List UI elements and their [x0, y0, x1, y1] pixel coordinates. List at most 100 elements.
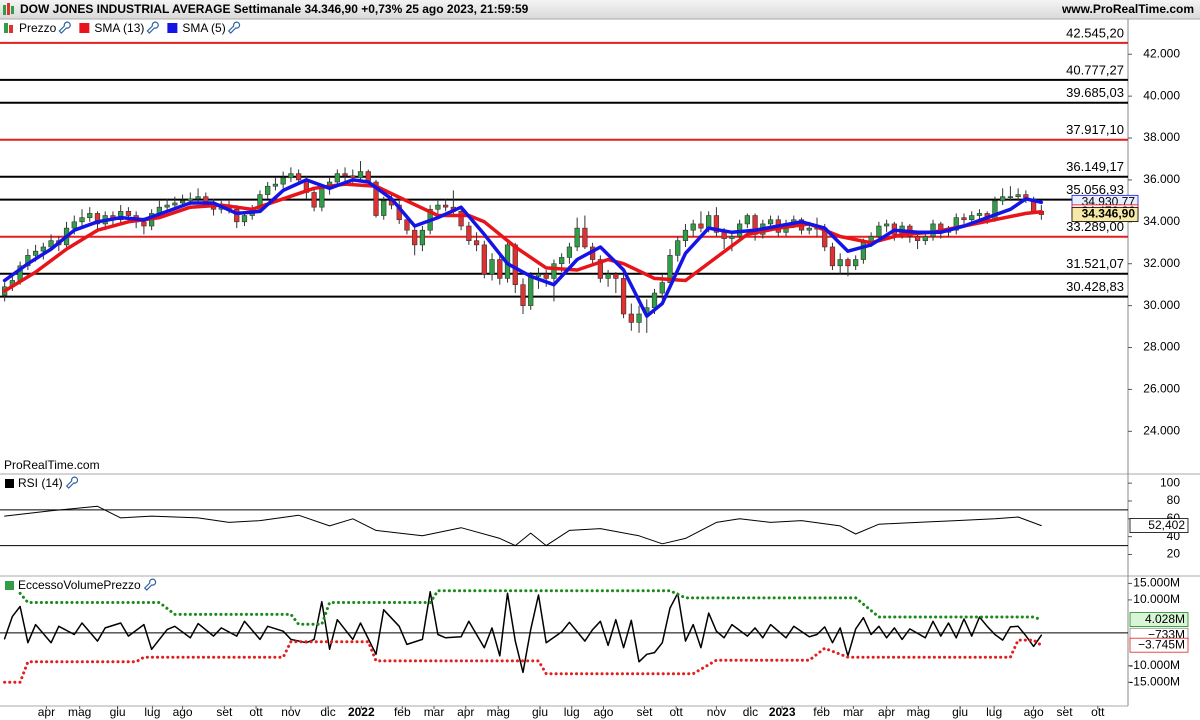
candle-body — [1007, 196, 1014, 198]
candle-body — [373, 181, 379, 216]
candle-body — [489, 259, 495, 275]
band-line — [3, 638, 1043, 684]
candle-body — [357, 171, 364, 179]
candle-body — [706, 215, 712, 229]
legend-icon — [4, 23, 8, 33]
candle-body — [512, 244, 518, 285]
x-tick-label: apr — [878, 705, 895, 719]
value-tag — [1129, 612, 1189, 627]
x-tick-label: mag — [907, 705, 930, 719]
panel-title: RSI (14) — [18, 476, 63, 490]
x-tick-label: set — [636, 705, 653, 719]
band-line — [18, 589, 1043, 626]
candle-body — [118, 211, 124, 221]
candle-body — [311, 192, 317, 208]
candle-body — [914, 236, 921, 241]
candle-body — [659, 282, 665, 294]
x-tick-label: ago — [173, 705, 193, 719]
candle-body — [125, 211, 132, 216]
panel-icon — [5, 479, 14, 488]
settings-icon[interactable] — [143, 578, 157, 591]
candle-body — [179, 200, 186, 204]
settings-icon[interactable] — [146, 21, 159, 34]
candle-body — [443, 204, 449, 208]
x-tick-label: apr — [457, 705, 474, 719]
candle-body — [520, 284, 526, 306]
candle-body — [559, 257, 565, 265]
value-tag-label: 4.028M — [1145, 612, 1185, 626]
candle-body — [853, 259, 859, 267]
settings-icon[interactable] — [65, 476, 79, 489]
y-tick-label: -10.000M — [1129, 658, 1180, 672]
candle-body — [698, 223, 704, 229]
candle-body — [481, 244, 487, 275]
x-tick-label: dic — [320, 705, 335, 719]
value-tag — [1071, 207, 1139, 222]
header-icon — [11, 6, 14, 14]
candle-body — [535, 273, 542, 277]
candle-body — [845, 259, 851, 267]
candle-body — [280, 177, 286, 185]
candle-body — [94, 213, 101, 225]
x-tick-label: ago — [593, 705, 613, 719]
candle-body — [40, 246, 46, 252]
candle-body — [690, 223, 696, 231]
candle-body — [473, 240, 480, 246]
level-label: 35.056,93 — [1066, 182, 1124, 197]
value-tag-label: −3.745M — [1138, 637, 1185, 651]
x-tick-label: mag — [68, 705, 91, 719]
x-tick-label: giu — [952, 705, 968, 719]
y-tick-label: 36.000 — [1143, 172, 1180, 186]
y-tick-label: 100 — [1160, 475, 1180, 489]
value-tag-label: 52,402 — [1148, 518, 1185, 532]
candle-body — [497, 259, 503, 279]
candle-body — [435, 204, 441, 210]
candle-body — [234, 208, 240, 223]
candle-body — [574, 227, 580, 248]
candle-body — [1015, 194, 1021, 197]
header-icon — [3, 5, 6, 15]
candle-body — [265, 185, 271, 195]
settings-icon[interactable] — [58, 21, 71, 34]
x-tick-label: dic — [743, 705, 758, 719]
level-label: 39.685,03 — [1066, 85, 1124, 100]
indicator-line — [3, 590, 1043, 674]
candle-body — [651, 292, 658, 309]
candle-body — [744, 215, 750, 225]
candle-body — [876, 225, 882, 237]
x-tick-label: ott — [249, 705, 263, 719]
x-tick-label: lug — [144, 705, 160, 719]
candle-body — [79, 217, 85, 223]
legend-label: Prezzo — [19, 21, 57, 35]
x-tick-label: nov — [281, 705, 300, 719]
x-tick-label: 2022 — [348, 705, 375, 719]
x-tick-label: ago — [1024, 705, 1044, 719]
x-tick-label: set — [216, 705, 233, 719]
y-tick-label: 26.000 — [1143, 382, 1180, 396]
settings-icon[interactable] — [227, 21, 241, 34]
legend-icon — [79, 23, 90, 33]
candle-body — [566, 246, 573, 258]
candle-body — [404, 219, 410, 231]
value-tag — [1129, 518, 1189, 533]
candle-body — [883, 223, 890, 227]
candle-body — [381, 200, 387, 216]
candle-body — [528, 275, 534, 306]
candle-body — [350, 175, 356, 179]
x-tick-label: ott — [1091, 705, 1105, 719]
candle-body — [419, 229, 426, 246]
level-label: 33.289,00 — [1066, 219, 1124, 234]
level-label: 30.428,83 — [1066, 279, 1124, 294]
legend-label: SMA (5) — [182, 21, 225, 35]
y-tick-label: 28.000 — [1143, 340, 1180, 354]
candle-body — [319, 188, 325, 208]
candle-body — [412, 229, 418, 246]
candle-body — [922, 236, 928, 241]
value-tag-label: 34.346,90 — [1082, 207, 1136, 221]
candle-body — [458, 211, 464, 227]
x-tick-label: 2023 — [769, 705, 796, 719]
candle-body — [466, 225, 472, 241]
candle-body — [164, 204, 170, 208]
